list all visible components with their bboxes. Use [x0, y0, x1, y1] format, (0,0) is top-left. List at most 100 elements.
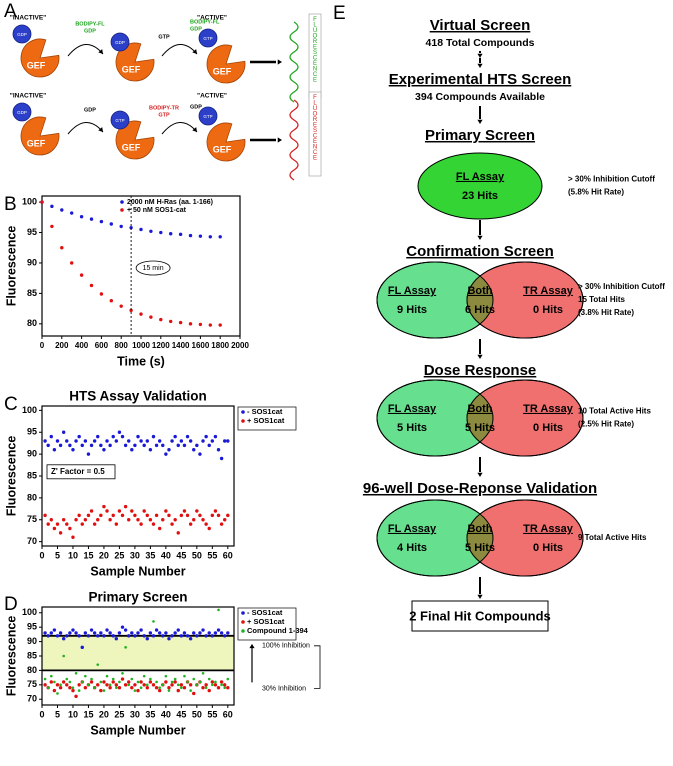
nucleotide-label: GTP: [203, 36, 212, 41]
assay-name: TR Assay: [523, 403, 574, 415]
reagent-label: BODIPY-FL: [75, 21, 105, 27]
data-point: [65, 522, 69, 526]
data-point: [118, 680, 121, 684]
assay-hits: 5 Hits: [465, 422, 495, 434]
data-point: [219, 631, 224, 635]
outline: [376, 379, 494, 457]
data-point: [192, 691, 196, 696]
y-tick-label: 100: [22, 196, 37, 206]
data-point: [154, 443, 159, 448]
x-tick-label: 15: [83, 550, 93, 560]
data-point: [142, 683, 146, 687]
data-point: [50, 224, 54, 229]
data-point: [117, 631, 122, 635]
reaction-arrow: [161, 44, 198, 57]
data-point: [77, 689, 81, 692]
data-point: [136, 680, 140, 684]
data-point: [52, 628, 57, 632]
data-point: [133, 513, 137, 518]
data-point: [226, 631, 230, 635]
data-point: [208, 235, 212, 239]
data-point: [139, 628, 143, 632]
x-tick-label: 15: [83, 709, 93, 719]
data-point: [188, 522, 193, 526]
data-point: [49, 674, 53, 678]
data-point: [46, 634, 50, 638]
x-axis-label: Sample Number: [90, 723, 185, 737]
data-point: [161, 634, 165, 638]
data-point: [159, 317, 163, 322]
data-point: [89, 680, 94, 684]
data-point: [60, 208, 64, 212]
assay-name: TR Assay: [523, 523, 574, 535]
data-point: [105, 439, 109, 443]
data-point: [157, 688, 162, 693]
data-point: [50, 204, 54, 209]
data-point: [102, 634, 106, 638]
data-point: [46, 686, 50, 690]
data-point: [176, 683, 180, 687]
data-point: [207, 631, 211, 635]
x-tick-label: 40: [161, 709, 171, 719]
data-point: [176, 443, 180, 448]
data-point: [142, 674, 146, 678]
data-point: [121, 671, 124, 675]
arrow-head: [477, 235, 483, 240]
data-point: [159, 230, 163, 235]
x-axis-label: Sample Number: [90, 564, 185, 578]
data-point: [74, 439, 78, 443]
data-point: [192, 677, 196, 681]
reagent-label: BODIPY-TR: [149, 105, 179, 111]
data-point: [111, 434, 115, 439]
data-point: [53, 680, 56, 684]
data-point: [71, 448, 75, 452]
data-point: [71, 686, 75, 690]
data-point: [43, 513, 47, 518]
data-point: [173, 631, 177, 635]
outline: [466, 379, 584, 457]
data-point: [185, 634, 190, 638]
data-point: [130, 448, 134, 452]
data-point: [157, 631, 162, 635]
x-tick-label: 50: [192, 550, 202, 560]
x-tick-label: 0: [39, 550, 44, 560]
data-point: [68, 686, 72, 690]
data-point: [216, 448, 221, 452]
data-point: [61, 518, 66, 522]
data-point: [142, 509, 146, 513]
y-tick-label: 85: [27, 650, 37, 660]
state-label: "ACTIVE": [197, 15, 227, 22]
nucleotide-label: GDP: [115, 40, 125, 45]
data-point: [167, 513, 171, 518]
data-point: [179, 683, 184, 687]
data-point: [188, 439, 193, 443]
data-point: [179, 634, 184, 638]
data-point: [84, 674, 87, 678]
data-point: [167, 686, 171, 690]
assay-name: FL Assay: [456, 171, 505, 183]
data-point: [59, 683, 62, 687]
data-point: [83, 439, 88, 443]
data-point: [219, 522, 224, 526]
data-point: [185, 513, 190, 518]
x-tick-label: 400: [75, 341, 89, 350]
data-point: [65, 683, 69, 687]
data-point: [182, 631, 187, 635]
data-point: [123, 504, 128, 509]
readout-label: FLUORESCENCE: [312, 17, 318, 83]
x-tick-label: 5: [55, 709, 60, 719]
data-point: [70, 211, 74, 215]
panel-label: D: [4, 594, 18, 615]
legend-label: + SOS1cat: [247, 416, 285, 425]
data-point: [223, 686, 227, 690]
data-point: [164, 452, 168, 456]
data-point: [142, 443, 146, 448]
y-axis-label: Fluorescence: [4, 226, 18, 307]
data-point: [164, 674, 168, 678]
data-point: [55, 683, 60, 687]
reagent-label: GTP: [158, 34, 170, 40]
nucleotide-label: GDP: [17, 110, 27, 115]
data-point: [133, 683, 137, 687]
data-point: [161, 683, 165, 687]
data-point: [195, 683, 199, 687]
